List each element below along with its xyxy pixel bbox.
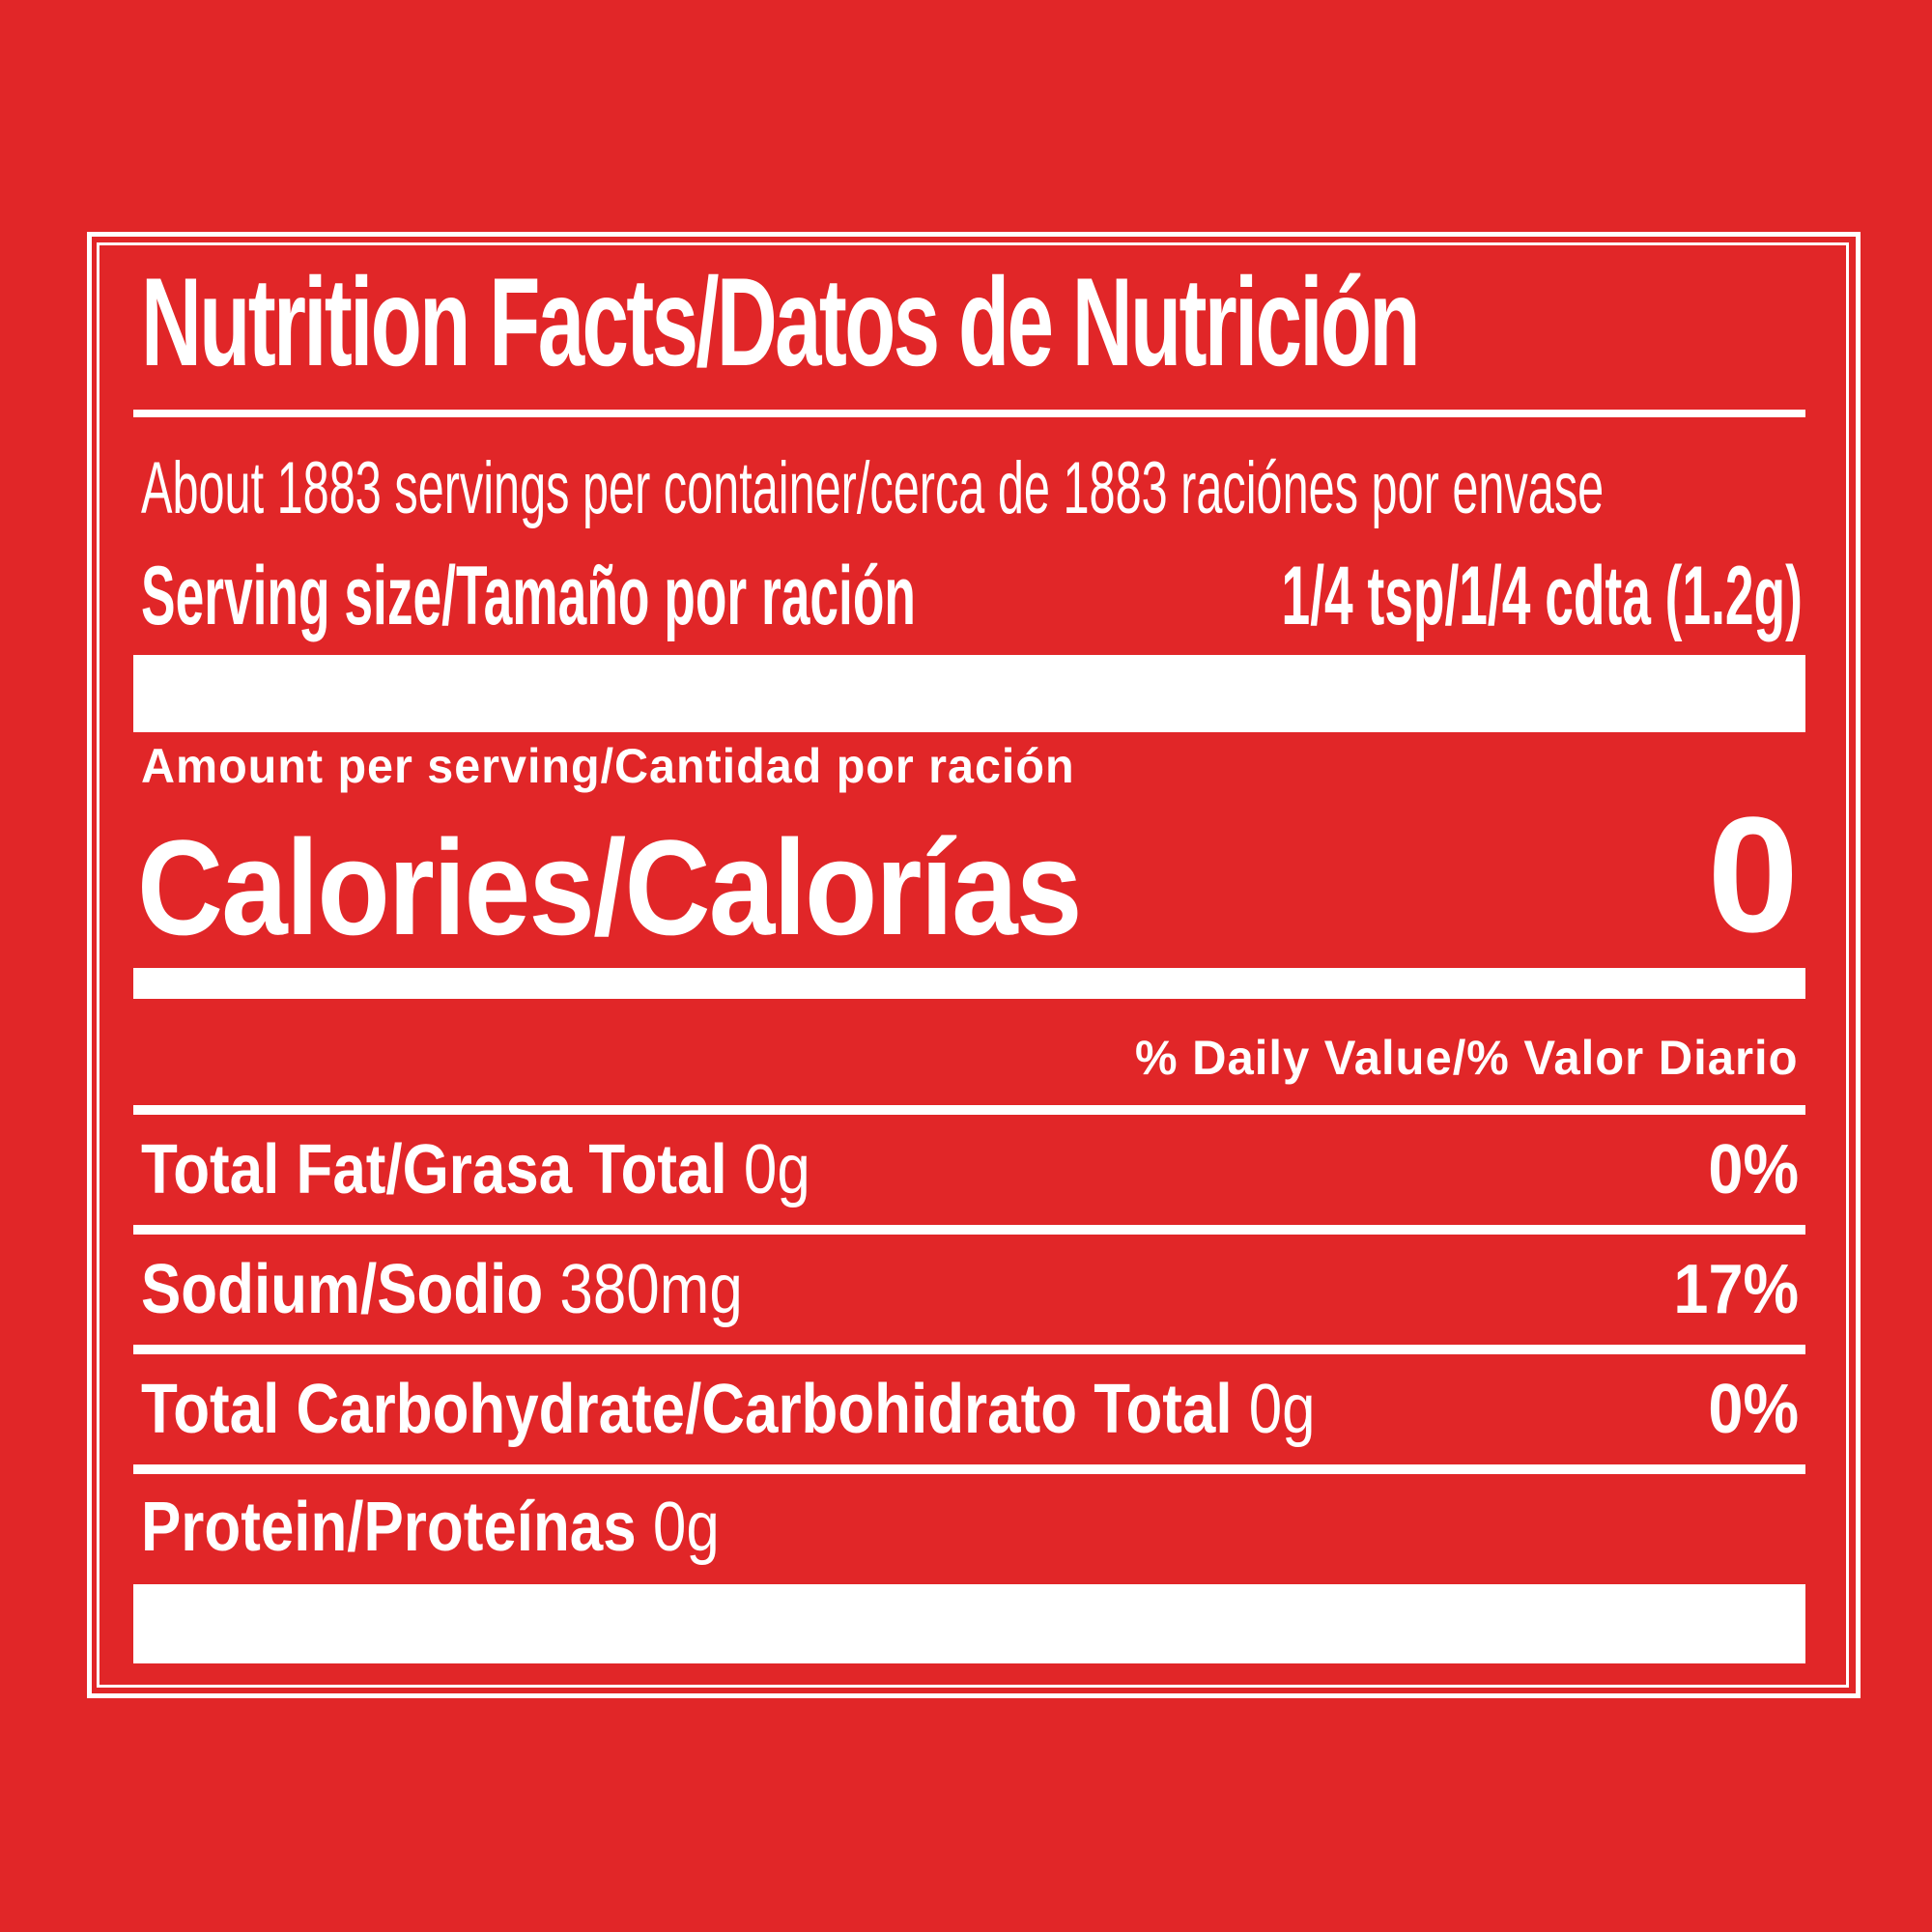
nutrient-name: Sodium/Sodio (141, 1251, 544, 1328)
nutrient-name: Total Fat/Grasa Total (141, 1131, 727, 1208)
servings-per-container: About 1883 servings per container/cerca … (141, 447, 1605, 529)
label-title: Nutrition Facts/Datos de Nutrición (141, 251, 1421, 392)
thick-divider-top (133, 655, 1805, 732)
row-divider (133, 1345, 1805, 1354)
nutrient-amount: 0g (1248, 1371, 1316, 1448)
nutrient-amount: 0g (652, 1489, 720, 1566)
nutrient-row-sodium: Sodium/Sodio 380mg (141, 1250, 840, 1329)
nutrient-name: Protein/Proteínas (141, 1489, 637, 1566)
nutrient-dv-total-carbohydrate: 0% (1708, 1371, 1799, 1448)
nutrient-dv-sodium: 17% (1673, 1251, 1799, 1328)
calories-value: 0 (1707, 783, 1799, 967)
serving-size-value: 1/4 tsp/1/4 cdta (1.2g) (1281, 550, 1803, 642)
calories-label: Calories/Calorías (137, 811, 1082, 963)
nutrient-row-total-fat: Total Fat/Grasa Total 0g (141, 1130, 920, 1209)
nutrient-amount: 0g (743, 1131, 810, 1208)
medium-divider (133, 968, 1805, 999)
row-divider (133, 1464, 1805, 1474)
title-divider (133, 410, 1805, 417)
nutrient-name: Total Carbohydrate/Carbohidrato Total (141, 1371, 1233, 1448)
thick-divider-bottom (133, 1584, 1805, 1663)
nutrient-dv-total-fat: 0% (1708, 1131, 1799, 1208)
row-divider (133, 1105, 1805, 1115)
nutrient-row-protein: Protein/Proteínas 0g (141, 1488, 813, 1567)
row-divider (133, 1225, 1805, 1235)
nutrient-amount: 380mg (559, 1251, 743, 1328)
daily-value-header: % Daily Value/% Valor Diario (1135, 1031, 1799, 1085)
nutrient-row-total-carbohydrate: Total Carbohydrate/Carbohidrato Total 0g (141, 1370, 1507, 1449)
nutrition-label-inner-border (97, 242, 1849, 1688)
nutrition-label-outer-border (87, 232, 1861, 1698)
serving-size-label: Serving size/Tamaño por ración (141, 550, 916, 642)
amount-per-serving: Amount per serving/Cantidad por ración (141, 739, 1075, 793)
